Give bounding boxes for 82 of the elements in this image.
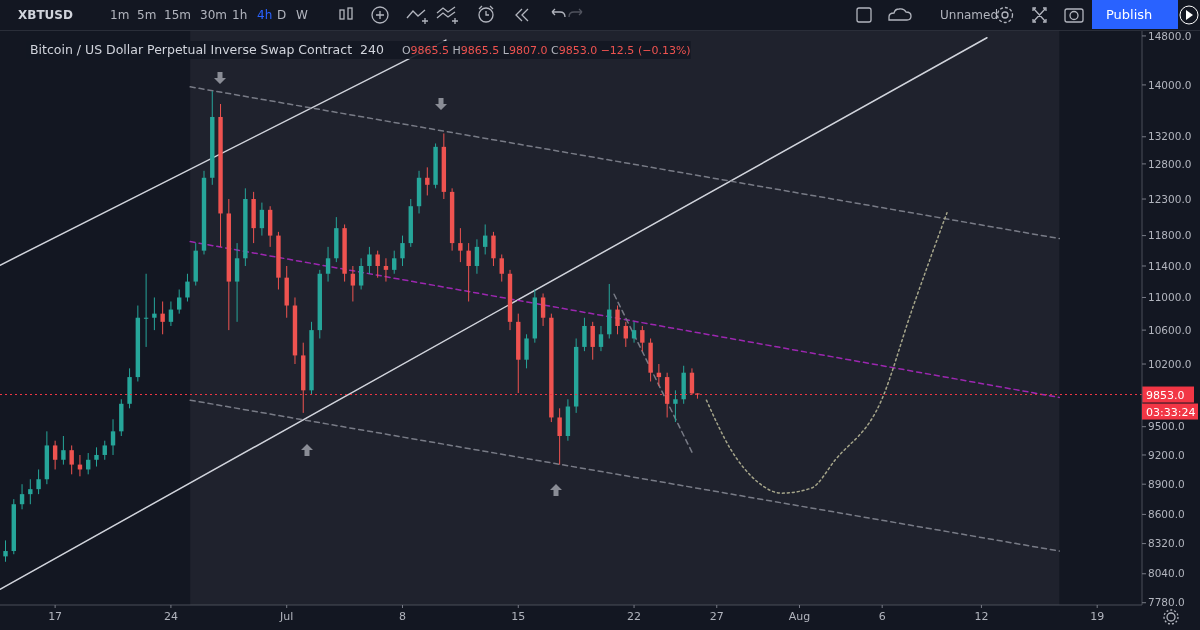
candlestick bbox=[640, 325, 645, 352]
candlestick bbox=[466, 242, 471, 302]
candlestick bbox=[375, 250, 380, 279]
candlestick bbox=[474, 238, 480, 275]
candlestick bbox=[61, 435, 66, 466]
text: W bbox=[296, 8, 308, 22]
x-tick-label: Jul bbox=[279, 610, 294, 623]
text: O9865.5 H9865.5 L9807.0 C9853.0 −12.5 (−0.13%) bbox=[401, 44, 691, 57]
y-tick-label: 11800.0 bbox=[1148, 229, 1192, 242]
y-tick-label: 13200.0 bbox=[1148, 130, 1192, 143]
y-tick-label: 14000.0 bbox=[1148, 78, 1192, 91]
text: 03:33:24 bbox=[1146, 405, 1196, 419]
candlestick bbox=[383, 257, 389, 283]
candlestick bbox=[325, 246, 331, 283]
candlestick bbox=[152, 296, 157, 331]
y-tick-label: 8320.0 bbox=[1148, 537, 1185, 550]
candlestick bbox=[110, 418, 116, 456]
candlestick bbox=[598, 325, 604, 352]
x-tick-label: 15 bbox=[511, 610, 526, 623]
y-tick-label: 12800.0 bbox=[1148, 157, 1192, 170]
text: 5m bbox=[137, 8, 157, 22]
candlestick bbox=[540, 292, 546, 327]
candlestick bbox=[102, 440, 107, 461]
candlestick bbox=[673, 389, 678, 423]
candlestick bbox=[160, 300, 165, 335]
candlestick bbox=[590, 321, 595, 361]
candlestick bbox=[358, 257, 364, 290]
y-tick-label: 10200.0 bbox=[1148, 357, 1192, 370]
text: D bbox=[277, 8, 287, 22]
y-tick-label: 8600.0 bbox=[1148, 508, 1185, 521]
candlestick bbox=[185, 273, 190, 302]
x-tick-label: 17 bbox=[48, 610, 63, 623]
text: XBTUSD bbox=[18, 8, 73, 22]
candlestick bbox=[350, 265, 356, 302]
candlestick bbox=[19, 483, 25, 510]
text: Bitcoin / US Dollar Perpetual Inverse Swap Contract 240 bbox=[30, 42, 384, 57]
y-tick-label: 8900.0 bbox=[1148, 477, 1185, 490]
candlestick bbox=[425, 166, 430, 196]
candlestick bbox=[36, 468, 41, 495]
y-tick-label: 10600.0 bbox=[1148, 323, 1192, 336]
candlestick bbox=[143, 273, 149, 348]
x-tick-label: Aug bbox=[788, 610, 811, 623]
text: 1m bbox=[110, 8, 130, 22]
candlestick bbox=[524, 333, 529, 369]
candlestick bbox=[582, 317, 587, 352]
y-tick-label: 7780.0 bbox=[1148, 596, 1185, 609]
text: Unnamed bbox=[940, 8, 999, 22]
candlestick bbox=[28, 478, 33, 505]
x-tick-label: 8 bbox=[398, 610, 406, 623]
y-tick-label: 8040.0 bbox=[1148, 567, 1185, 580]
y-tick-label: 12300.0 bbox=[1148, 192, 1192, 205]
x-tick-label: 6 bbox=[878, 610, 886, 623]
x-tick-label: 24 bbox=[163, 610, 178, 623]
candlestick bbox=[367, 246, 372, 275]
y-tick-label: 9500.0 bbox=[1148, 420, 1185, 433]
text: Publish bbox=[1106, 7, 1153, 22]
candlestick bbox=[3, 539, 8, 563]
candlestick bbox=[176, 289, 182, 315]
text: 4h bbox=[257, 8, 273, 22]
ref-line-label: 9853.0 bbox=[1146, 388, 1185, 402]
candlestick bbox=[491, 231, 496, 267]
candlestick bbox=[458, 227, 463, 263]
candlestick bbox=[94, 446, 99, 468]
candlestick bbox=[499, 253, 504, 283]
candlestick bbox=[392, 250, 397, 275]
y-tick-label: 14800.0 bbox=[1148, 29, 1192, 42]
x-tick-label: 19 bbox=[1090, 610, 1105, 623]
candlestick bbox=[52, 440, 58, 470]
x-tick-label: 12 bbox=[974, 610, 989, 623]
candlestick bbox=[69, 444, 74, 475]
text: 15m bbox=[164, 8, 191, 22]
candlestick bbox=[557, 407, 562, 466]
y-tick-label: 9200.0 bbox=[1148, 448, 1185, 461]
candlestick bbox=[234, 242, 240, 323]
x-tick-label: 27 bbox=[709, 610, 724, 623]
x-tick-label: 22 bbox=[627, 610, 642, 623]
y-tick-label: 11400.0 bbox=[1148, 259, 1192, 272]
y-tick-label: 11000.0 bbox=[1148, 291, 1192, 304]
text: 1h bbox=[232, 8, 248, 22]
candlestick bbox=[615, 305, 620, 335]
text: 30m bbox=[200, 8, 227, 22]
candlestick bbox=[400, 235, 405, 267]
